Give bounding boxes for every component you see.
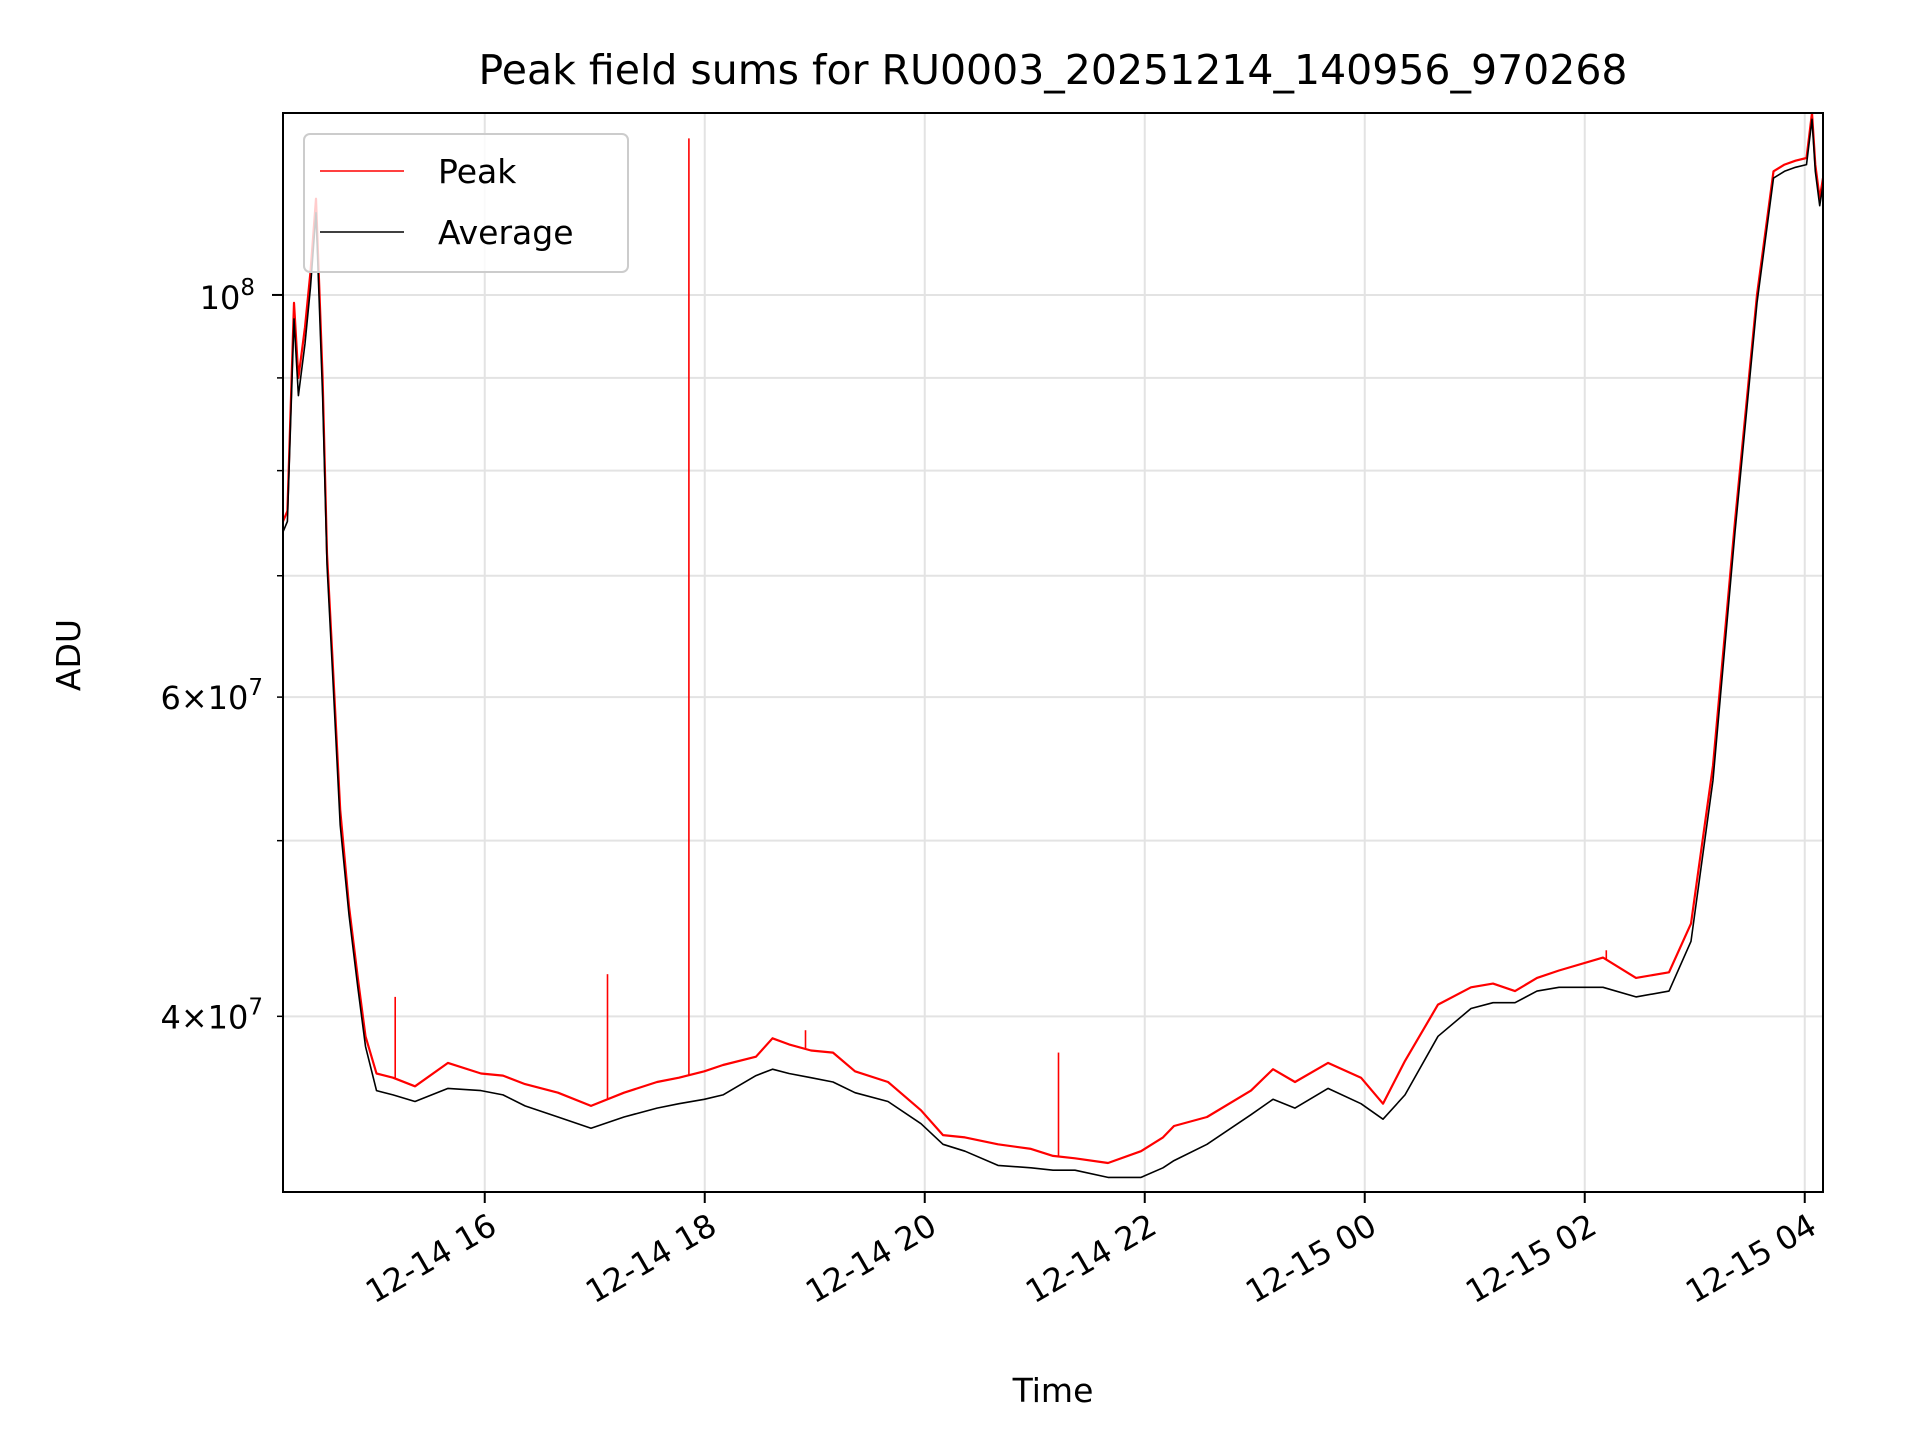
x-tick-label: 12-15 04 [1679, 1206, 1823, 1311]
legend-label-average: Average [438, 213, 574, 252]
x-tick-label: 12-15 02 [1459, 1206, 1603, 1311]
series-line-average [283, 118, 1823, 1179]
x-tick-label: 12-14 16 [359, 1206, 503, 1311]
x-tick-label: 12-15 00 [1239, 1206, 1383, 1311]
plot-frame [282, 112, 1824, 1193]
ticks-layer [272, 293, 1806, 1203]
x-tick-label: 12-14 18 [579, 1206, 723, 1311]
legend-box [303, 133, 629, 273]
labels-layer: 12-14 16 12-14 18 12-14 20 12-14 22 12-15 00… [160, 275, 1822, 1311]
series-line-peak [283, 113, 1823, 1165]
y-tick-label-major: 108 [200, 275, 255, 317]
x-tick-label: 12-14 22 [1019, 1206, 1163, 1311]
y-tick-label-minor: 6×107 [160, 675, 263, 717]
x-tick-label: 12-14 20 [799, 1206, 943, 1311]
y-tick-label-minor: 4×107 [160, 994, 263, 1036]
legend-label-peak: Peak [438, 152, 517, 191]
legend: Peak Average [303, 133, 629, 273]
chart-title: Peak field sums for RU0003_20251214_1409… [478, 46, 1627, 94]
x-axis-label: Time [1012, 1371, 1094, 1410]
y-axis-label: ADU [49, 619, 88, 691]
series-layer [283, 113, 1823, 1179]
grid-layer [283, 113, 1823, 1192]
